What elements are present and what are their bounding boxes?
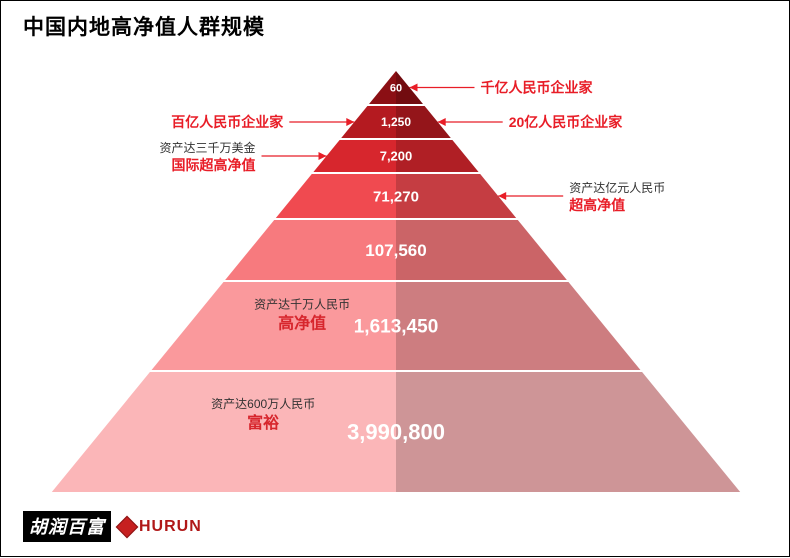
pyramid-slice-right (396, 372, 740, 492)
logo-en-text: HURUN (139, 518, 202, 536)
slice-value: 1,613,450 (354, 317, 439, 338)
ext-label-sub: 资产达亿元人民币 (569, 180, 665, 195)
ext-label-sub: 资产达三千万美金 (159, 140, 255, 155)
ext-label-main: 百亿人民币企业家 (171, 114, 284, 130)
slice-inline-sub: 资产达600万人民币 (211, 397, 315, 411)
slice-value: 107,560 (365, 241, 426, 260)
diamond-icon (116, 515, 139, 538)
pyramid-slice-left (52, 372, 396, 492)
ext-label-main: 超高净值 (568, 197, 625, 213)
slice-value: 3,990,800 (347, 420, 445, 445)
slice-value: 7,200 (380, 149, 413, 164)
logo-cn: 胡润百富 (23, 511, 111, 542)
logo-en: HURUN (119, 518, 202, 536)
slice-inline-sub: 资产达千万人民币 (254, 297, 350, 311)
ext-label-main: 千亿人民币企业家 (480, 80, 593, 96)
ext-label-main: 国际超高净值 (172, 157, 256, 173)
slice-value: 60 (390, 82, 402, 94)
pyramid-chart: 60 千亿人民币企业家 1,250 百亿人民币企业家 20亿人民币企业家 7,200 资产达… (1, 1, 790, 558)
slice-inline-main: 富裕 (247, 413, 279, 432)
footer-logo: 胡润百富 HURUN (23, 511, 202, 542)
ext-label-main: 20亿人民币企业家 (509, 114, 624, 130)
slice-inline-main: 高净值 (278, 313, 326, 332)
slice-value: 71,270 (373, 188, 419, 205)
slice-value: 1,250 (381, 115, 411, 129)
